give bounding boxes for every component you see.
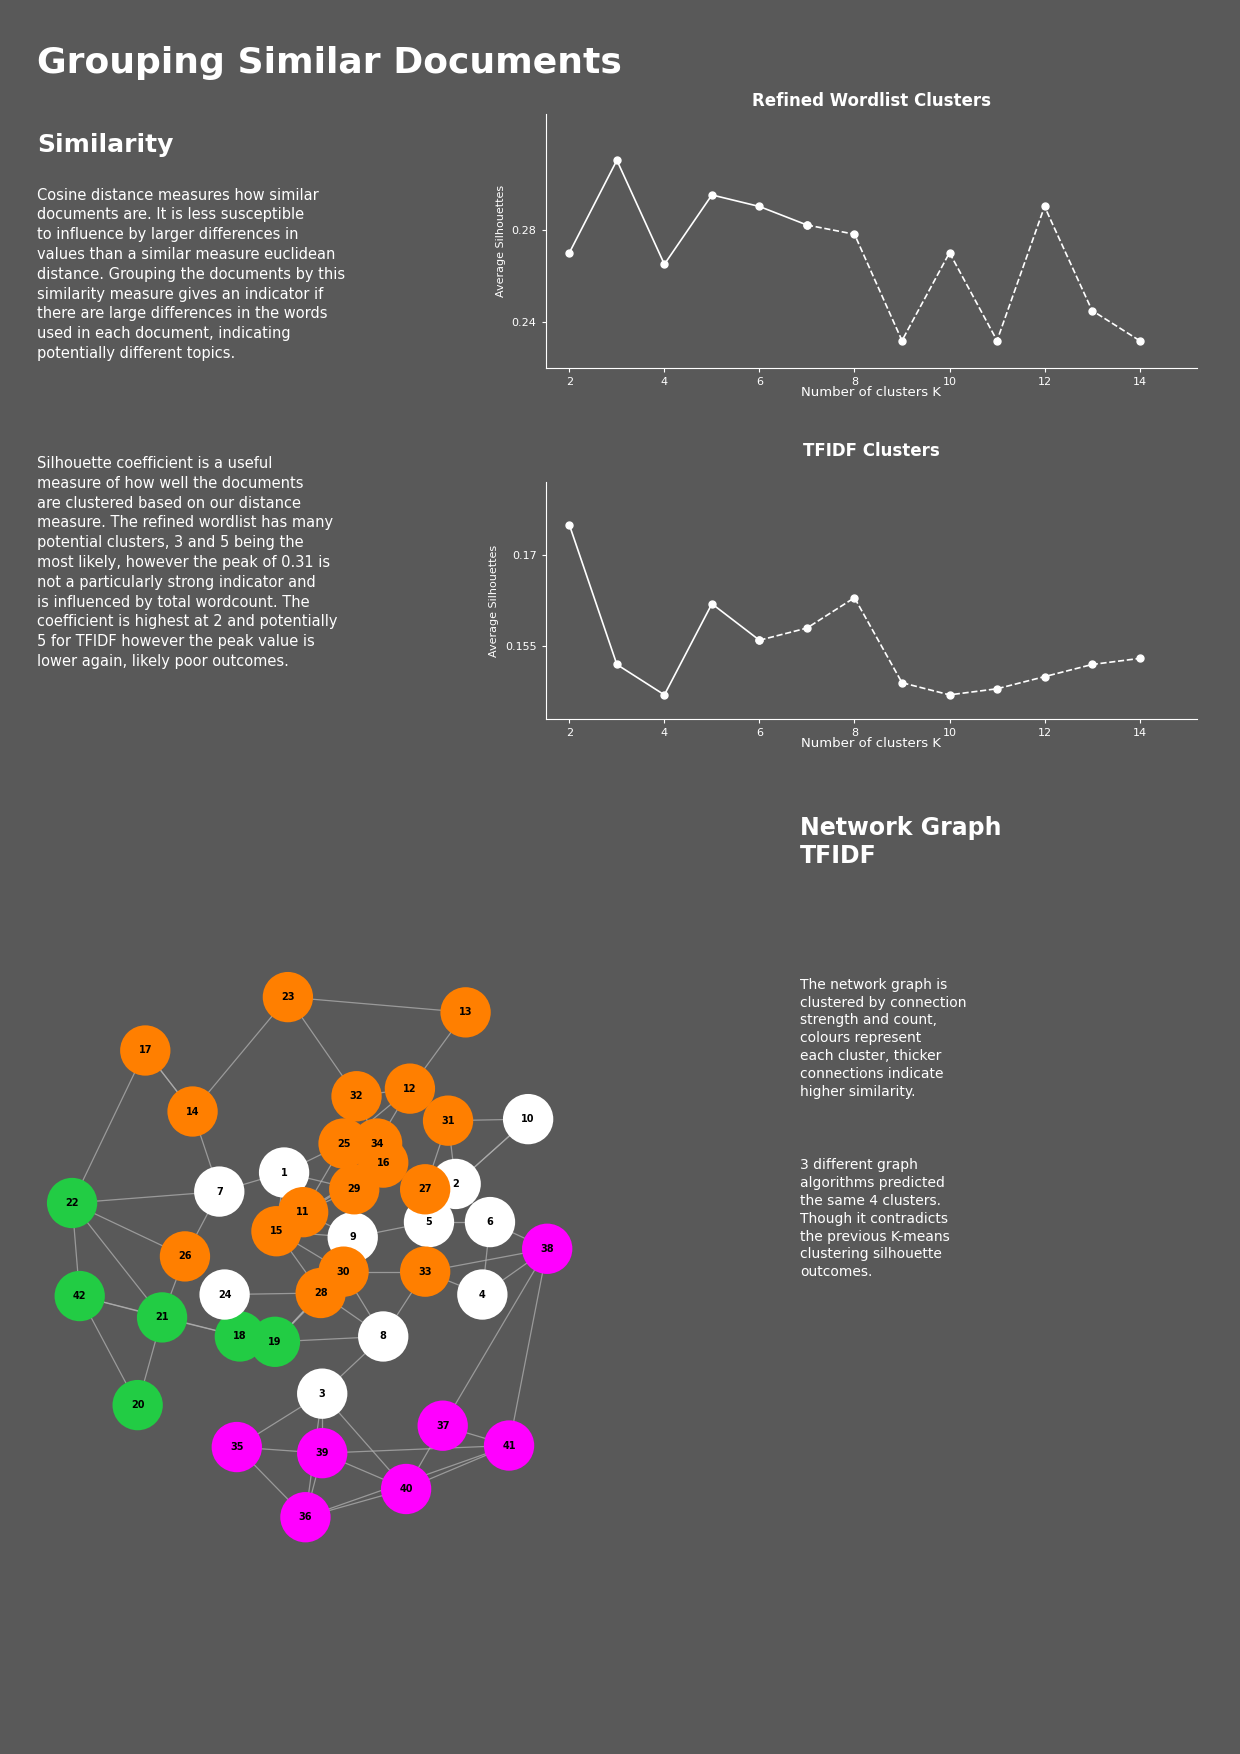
Circle shape xyxy=(298,1428,347,1479)
Circle shape xyxy=(440,988,491,1038)
Circle shape xyxy=(358,1137,408,1187)
Text: 29: 29 xyxy=(347,1184,361,1194)
Text: 28: 28 xyxy=(314,1287,327,1298)
Circle shape xyxy=(136,1293,187,1342)
Text: 24: 24 xyxy=(218,1289,232,1300)
Text: 19: 19 xyxy=(268,1337,281,1347)
Circle shape xyxy=(423,1096,474,1145)
Circle shape xyxy=(430,1159,481,1209)
Circle shape xyxy=(55,1272,105,1321)
Text: 33: 33 xyxy=(418,1266,432,1277)
Text: 36: 36 xyxy=(299,1512,312,1522)
Text: 40: 40 xyxy=(399,1484,413,1494)
Circle shape xyxy=(503,1094,553,1144)
Text: Number of clusters K: Number of clusters K xyxy=(801,737,941,751)
Text: 18: 18 xyxy=(233,1331,247,1342)
Text: 8: 8 xyxy=(379,1331,387,1342)
Circle shape xyxy=(319,1247,368,1296)
Text: 3: 3 xyxy=(319,1389,326,1398)
Text: 23: 23 xyxy=(281,993,295,1002)
Text: 15: 15 xyxy=(270,1226,283,1237)
Text: TFIDF Clusters: TFIDF Clusters xyxy=(802,442,940,460)
Y-axis label: Average Silhouettes: Average Silhouettes xyxy=(490,545,500,656)
Circle shape xyxy=(384,1063,435,1114)
Text: 1: 1 xyxy=(280,1168,288,1177)
Circle shape xyxy=(212,1422,262,1472)
Text: The network graph is
clustered by connection
strength and count,
colours represe: The network graph is clustered by connec… xyxy=(800,977,966,1098)
Text: 35: 35 xyxy=(231,1442,243,1452)
Circle shape xyxy=(278,1187,329,1237)
Text: 37: 37 xyxy=(436,1421,449,1431)
Circle shape xyxy=(319,1119,368,1168)
Text: 34: 34 xyxy=(371,1138,384,1149)
Title: Refined Wordlist Clusters: Refined Wordlist Clusters xyxy=(751,91,991,111)
Circle shape xyxy=(418,1400,467,1451)
Circle shape xyxy=(352,1119,402,1168)
Text: 5: 5 xyxy=(425,1217,433,1228)
Circle shape xyxy=(295,1268,346,1319)
Text: 22: 22 xyxy=(66,1198,79,1209)
Y-axis label: Average Silhouettes: Average Silhouettes xyxy=(496,186,506,296)
Text: Similarity: Similarity xyxy=(37,133,174,156)
Circle shape xyxy=(522,1224,573,1273)
Circle shape xyxy=(200,1270,249,1319)
Circle shape xyxy=(47,1179,97,1228)
Text: Network Graph
TFIDF: Network Graph TFIDF xyxy=(800,816,1002,868)
Circle shape xyxy=(252,1207,301,1256)
Text: 26: 26 xyxy=(179,1251,192,1261)
Text: Grouping Similar Documents: Grouping Similar Documents xyxy=(37,46,622,79)
Text: 3 different graph
algorithms predicted
the same 4 clusters.
Though it contradict: 3 different graph algorithms predicted t… xyxy=(800,1158,950,1279)
Text: 21: 21 xyxy=(155,1312,169,1323)
Text: 12: 12 xyxy=(403,1084,417,1094)
Text: 41: 41 xyxy=(502,1440,516,1451)
Circle shape xyxy=(249,1317,300,1366)
Text: 6: 6 xyxy=(486,1217,494,1228)
Circle shape xyxy=(259,1147,309,1198)
Text: 13: 13 xyxy=(459,1007,472,1017)
Circle shape xyxy=(381,1465,432,1514)
Text: 10: 10 xyxy=(521,1114,534,1124)
Circle shape xyxy=(160,1231,210,1282)
Text: 11: 11 xyxy=(296,1207,310,1217)
Circle shape xyxy=(195,1166,244,1217)
Circle shape xyxy=(298,1368,347,1419)
Circle shape xyxy=(331,1072,382,1121)
Text: 30: 30 xyxy=(337,1266,351,1277)
Text: 17: 17 xyxy=(139,1045,153,1056)
Text: 31: 31 xyxy=(441,1116,455,1126)
Text: 9: 9 xyxy=(350,1233,356,1242)
Circle shape xyxy=(327,1212,378,1263)
Text: 38: 38 xyxy=(541,1244,554,1254)
Circle shape xyxy=(401,1247,450,1296)
Text: 42: 42 xyxy=(73,1291,87,1301)
Circle shape xyxy=(484,1421,534,1470)
Circle shape xyxy=(458,1270,507,1319)
Text: 27: 27 xyxy=(418,1184,432,1194)
Text: 7: 7 xyxy=(216,1186,223,1196)
Circle shape xyxy=(280,1493,331,1542)
Text: 2: 2 xyxy=(453,1179,459,1189)
Circle shape xyxy=(167,1086,218,1137)
Text: 39: 39 xyxy=(315,1449,329,1458)
Text: 32: 32 xyxy=(350,1091,363,1102)
Circle shape xyxy=(120,1026,170,1075)
Circle shape xyxy=(329,1165,379,1214)
Circle shape xyxy=(404,1196,454,1247)
Text: Silhouette coefficient is a useful
measure of how well the documents
are cluster: Silhouette coefficient is a useful measu… xyxy=(37,456,337,668)
Text: 25: 25 xyxy=(337,1138,351,1149)
Circle shape xyxy=(358,1312,408,1361)
Text: 14: 14 xyxy=(186,1107,200,1117)
Circle shape xyxy=(401,1165,450,1214)
Circle shape xyxy=(215,1312,265,1361)
Circle shape xyxy=(113,1380,162,1430)
Text: 16: 16 xyxy=(377,1158,389,1168)
Text: Number of clusters K: Number of clusters K xyxy=(801,386,941,400)
Text: 4: 4 xyxy=(479,1289,486,1300)
Circle shape xyxy=(263,972,312,1023)
Text: 20: 20 xyxy=(131,1400,144,1410)
Circle shape xyxy=(465,1196,515,1247)
Text: Cosine distance measures how similar
documents are. It is less susceptible
to in: Cosine distance measures how similar doc… xyxy=(37,188,345,361)
